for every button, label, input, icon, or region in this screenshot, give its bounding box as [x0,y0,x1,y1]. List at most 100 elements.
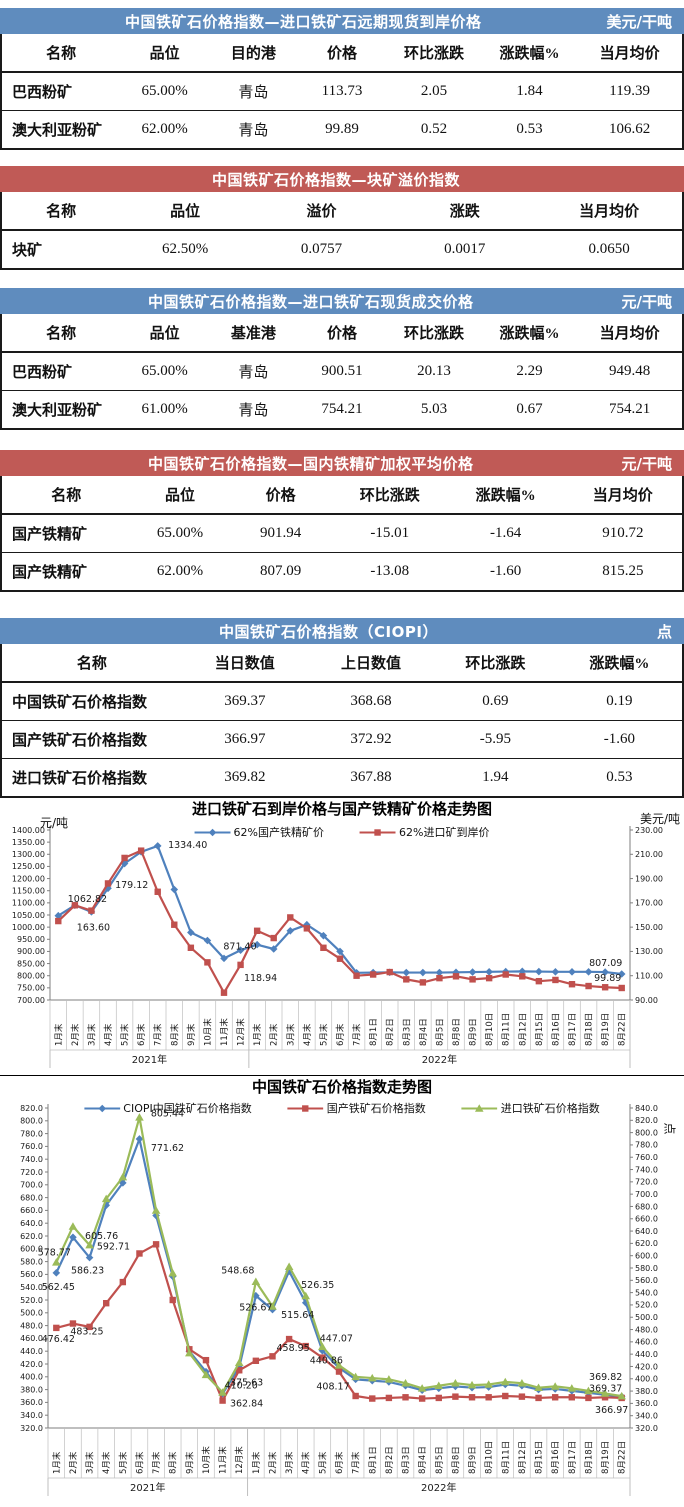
svg-text:578.77: 578.77 [38,1247,71,1258]
value-cell: 0.0757 [300,241,343,257]
svg-text:900.00: 900.00 [17,947,45,956]
svg-text:8月19日: 8月19日 [601,1013,611,1046]
value-cell: 62.00% [156,563,204,579]
price-table: 名称 品位 基准港 价格 环比涨跌 涨跌幅% 当月均价 巴西粉矿 65.00% 青岛 900.51 2… [0,314,684,430]
value-cell: 0.53 [606,769,633,785]
svg-text:410.20: 410.20 [225,1380,258,1391]
svg-text:1334.40: 1334.40 [168,840,207,851]
svg-text:526.35: 526.35 [301,1280,334,1291]
value-cell: 青岛 [238,85,269,101]
column-header: 名称 [1,314,121,353]
svg-text:400.0: 400.0 [20,1373,43,1382]
svg-text:640.0: 640.0 [20,1219,43,1228]
column-header: 当月均价 [563,476,683,515]
svg-text:150.00: 150.00 [635,923,663,932]
column-header: 品位 [120,34,209,73]
price-table: 名称 品位 溢价 涨跌 当月均价 块矿 62.50% 0.0757 0.0017 0.0650 [0,192,684,270]
svg-text:580.0: 580.0 [635,1264,658,1273]
svg-text:11月末: 11月末 [218,1446,229,1474]
table-title: 中国铁矿石价格指数（CIOPI） [219,622,438,641]
right-axis-unit-label: 美元/吨 [639,812,680,826]
column-header: 涨跌幅% [481,314,578,353]
svg-text:130.00: 130.00 [635,947,663,956]
svg-text:2022年: 2022年 [422,1053,457,1066]
table-row: 澳大利亚粉矿 61.00% 青岛 754.21 5.03 0.67 754.21 [1,390,683,430]
value-cell: 910.72 [602,525,644,541]
column-header: 当月均价 [577,314,683,353]
svg-text:170.00: 170.00 [635,899,663,908]
svg-text:12月末: 12月末 [236,1018,247,1046]
value-cell: 65.00% [156,525,204,541]
svg-text:8月8日: 8月8日 [452,1018,462,1046]
column-header: 基准港 [209,314,298,353]
column-header-row: 名称 品位 基准港 价格 环比涨跌 涨跌幅% 当月均价 [1,314,683,353]
svg-text:515.64: 515.64 [281,1310,314,1321]
value-cell: 949.48 [609,363,651,379]
chart-ciopi-index-trend: 中国铁矿石价格指数走势图 点 CIOPI中国铁矿石价格指数 国产铁矿石价格指数 进口… [0,1076,684,1507]
legend-label: 62%国产铁精矿价 [233,826,324,839]
column-header: 环比涨跌 [331,476,448,515]
table-domestic-concentrate: 中国铁矿石价格指数—国内铁精矿加权平均价格 元/干吨 名称 品位 价格 环比涨跌 涨跌幅% 当… [0,450,684,592]
svg-text:6月末: 6月末 [334,1451,345,1474]
svg-text:1月末: 1月末 [251,1451,262,1474]
svg-text:8月15日: 8月15日 [535,1013,545,1046]
svg-text:6月末: 6月末 [335,1023,346,1046]
svg-text:210.00: 210.00 [635,850,663,859]
svg-text:8月9日: 8月9日 [469,1018,479,1046]
svg-text:1月末: 1月末 [252,1023,263,1046]
table-row: 块矿 62.50% 0.0757 0.0017 0.0650 [1,230,683,269]
svg-text:1250.00: 1250.00 [12,862,45,871]
svg-text:2021年: 2021年 [132,1053,167,1066]
chart-legend: CIOPI中国铁矿石价格指数 国产铁矿石价格指数 进口铁矿石价格指数 [66,1100,617,1116]
svg-text:800.0: 800.0 [20,1117,43,1126]
table-row: 中国铁矿石价格指数 369.37 368.68 0.69 0.19 [1,682,683,721]
svg-text:8月3日: 8月3日 [402,1018,412,1046]
svg-text:8月2日: 8月2日 [386,1018,396,1046]
value-cell: -1.60 [603,731,636,747]
svg-text:460.0: 460.0 [635,1338,658,1347]
value-cell: 62.00% [141,121,188,137]
value-cell: 0.69 [482,693,509,709]
svg-text:2月末: 2月末 [70,1023,81,1046]
svg-text:8月1日: 8月1日 [369,1018,379,1046]
table-row: 巴西粉矿 65.00% 青岛 113.73 2.05 1.84 119.39 [1,72,683,111]
table-unit-label: 点 [656,622,672,641]
svg-text:6月末: 6月末 [136,1023,147,1046]
price-table: 名称 品位 目的港 价格 环比涨跌 涨跌幅% 当月均价 巴西粉矿 65.00% 青岛 113.73 2… [0,34,684,150]
value-cell: -5.95 [479,731,512,747]
svg-text:3月末: 3月末 [85,1451,96,1474]
table-title: 中国铁矿石价格指数—块矿溢价指数 [211,170,460,189]
svg-text:8月17日: 8月17日 [568,1013,578,1046]
svg-text:4月末: 4月末 [301,1451,312,1474]
svg-text:3月末: 3月末 [285,1023,296,1046]
value-cell: 366.97 [224,731,266,747]
svg-text:7月末: 7月末 [153,1023,164,1046]
legend-marker-diamond-icon [84,1104,121,1112]
value-cell: 369.37 [224,693,266,709]
svg-text:8月3日: 8月3日 [402,1446,412,1474]
svg-text:480.0: 480.0 [20,1321,43,1330]
chart-import-vs-domestic-price: 进口铁矿石到岸价格与国产铁精矿价格走势图 元/吨 美元/吨 62%国产铁精矿价 6… [0,798,684,1076]
value-cell: -1.60 [490,563,522,579]
table-title: 中国铁矿石价格指数—进口铁矿石远期现货到岸价格 [125,12,482,31]
svg-text:163.60: 163.60 [77,923,110,934]
svg-text:800.00: 800.00 [17,972,45,981]
table-lump-premium: 中国铁矿石价格指数—块矿溢价指数 名称 品位 溢价 涨跌 当月均价 块矿 62.50% 0.07… [0,166,684,270]
svg-text:8月8日: 8月8日 [451,1446,461,1474]
svg-text:476.42: 476.42 [42,1334,75,1345]
row-name-cell: 块矿 [12,241,43,259]
svg-text:620.0: 620.0 [20,1232,43,1241]
value-cell: 0.0017 [444,241,486,257]
chart-title: 进口铁矿石到岸价格与国产铁精矿价格走势图 [191,800,492,818]
svg-text:6月末: 6月末 [134,1451,145,1474]
svg-text:380.0: 380.0 [635,1387,658,1396]
svg-text:600.0: 600.0 [20,1245,43,1254]
svg-text:10月末: 10月末 [202,1018,213,1046]
column-header: 当日数值 [181,644,308,683]
value-cell: 2.29 [516,363,543,379]
svg-text:420.0: 420.0 [635,1362,658,1371]
svg-text:1200.00: 1200.00 [12,874,45,883]
svg-text:871.40: 871.40 [223,941,256,952]
svg-text:680.0: 680.0 [20,1193,43,1202]
table-row: 国产铁矿石价格指数 366.97 372.92 -5.95 -1.60 [1,720,683,759]
